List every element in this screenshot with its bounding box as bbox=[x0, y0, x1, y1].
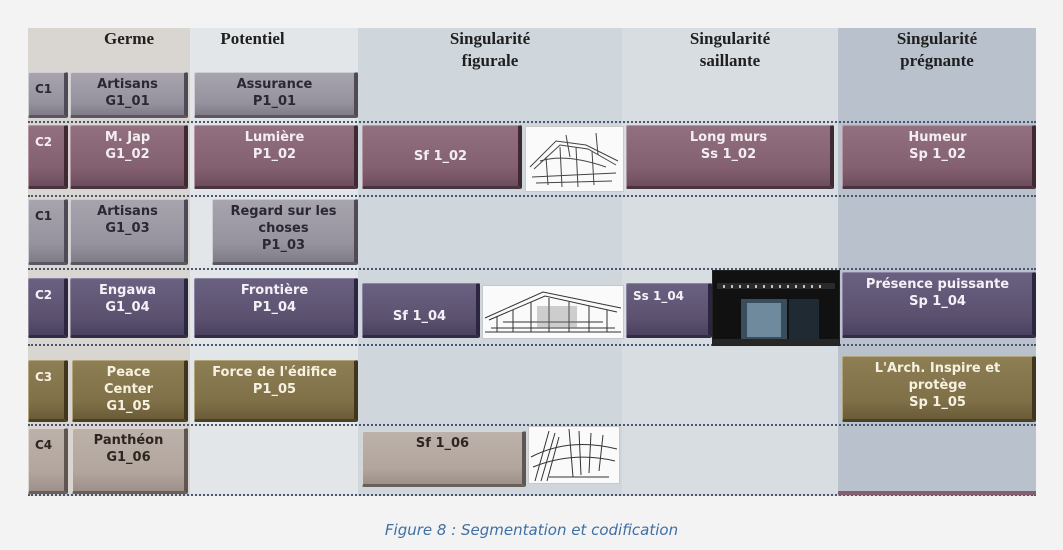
col-bg-figurale bbox=[358, 28, 622, 496]
row4-germe: Engawa G1_04 bbox=[70, 278, 188, 338]
row6-figurale: Sf 1_06 bbox=[362, 431, 526, 487]
row4-figurale: Sf 1_04 bbox=[362, 283, 480, 338]
sketch-image-pantheon bbox=[528, 426, 620, 484]
row2-saillante: Long murs Ss 1_02 bbox=[626, 125, 834, 189]
row5-germe: Peace Center G1_05 bbox=[72, 360, 188, 422]
row6-code: C4 bbox=[28, 428, 68, 494]
figure-caption: Figure 8 : Segmentation et codification bbox=[384, 521, 679, 539]
photo-image-entrance bbox=[712, 270, 840, 346]
row3-germe: Artisans G1_03 bbox=[70, 199, 188, 265]
row5-potentiel: Force de l'édifice P1_05 bbox=[194, 360, 358, 422]
row-separator bbox=[28, 195, 1036, 197]
pregnante-bottom-strip bbox=[838, 491, 1036, 495]
row2-code: C2 bbox=[28, 125, 68, 189]
row-separator bbox=[28, 268, 1036, 270]
row6-germe: Panthéon G1_06 bbox=[72, 428, 188, 494]
row1-germe: Artisans G1_01 bbox=[70, 72, 188, 118]
header-singularite-figurale: Singularité figurale bbox=[449, 29, 531, 70]
row2-figurale: Sf 1_02 bbox=[362, 125, 522, 189]
sketch-image-engawa bbox=[482, 285, 624, 339]
header-potentiel: Potentiel bbox=[220, 29, 285, 48]
row2-potentiel: Lumière P1_02 bbox=[194, 125, 358, 189]
sketch-image-roof bbox=[525, 126, 624, 192]
row1-potentiel: Assurance P1_01 bbox=[194, 72, 358, 118]
row5-code: C3 bbox=[28, 360, 68, 422]
row3-potentiel: Regard sur les choses P1_03 bbox=[212, 199, 358, 265]
row4-pregnante: Présence puissante Sp 1_04 bbox=[842, 272, 1036, 338]
header-singularite-saillante: Singularité saillante bbox=[689, 29, 771, 70]
header-germe: Germe bbox=[103, 29, 155, 48]
row5-pregnante: L'Arch. Inspire et protège Sp 1_05 bbox=[842, 356, 1036, 422]
header-singularite-pregnante: Singularité prégnante bbox=[896, 29, 978, 70]
row4-saillante: Ss 1_04 bbox=[626, 283, 712, 338]
row4-code: C2 bbox=[28, 278, 68, 338]
row3-code: C1 bbox=[28, 199, 68, 265]
row1-code: C1 bbox=[28, 72, 68, 118]
row-separator bbox=[28, 424, 1036, 426]
row2-pregnante: Humeur Sp 1_02 bbox=[842, 125, 1036, 189]
row-separator bbox=[28, 344, 1036, 346]
row-separator bbox=[28, 121, 1036, 123]
col-bg-saillante bbox=[622, 28, 838, 496]
row2-germe: M. Jap G1_02 bbox=[70, 125, 188, 189]
row-separator bbox=[28, 494, 1036, 496]
row4-potentiel: Frontière P1_04 bbox=[194, 278, 358, 338]
